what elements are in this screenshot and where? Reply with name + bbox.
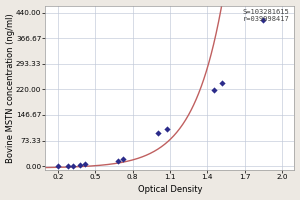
- Point: [165, 127, 170, 130]
- Text: S=103281615
r=039998417: S=103281615 r=039998417: [243, 9, 290, 22]
- Point: [155, 131, 160, 135]
- Point: [120, 158, 125, 161]
- Y-axis label: Bovine MSTN concentration (ng/ml): Bovine MSTN concentration (ng/ml): [6, 13, 15, 163]
- Point: [78, 163, 83, 166]
- Point: [83, 163, 88, 166]
- X-axis label: Optical Density: Optical Density: [138, 185, 202, 194]
- Point: [261, 19, 266, 22]
- Point: [70, 164, 75, 167]
- Point: [211, 88, 216, 92]
- Point: [115, 159, 120, 162]
- Point: [65, 165, 70, 168]
- Point: [220, 81, 225, 85]
- Point: [56, 165, 60, 168]
